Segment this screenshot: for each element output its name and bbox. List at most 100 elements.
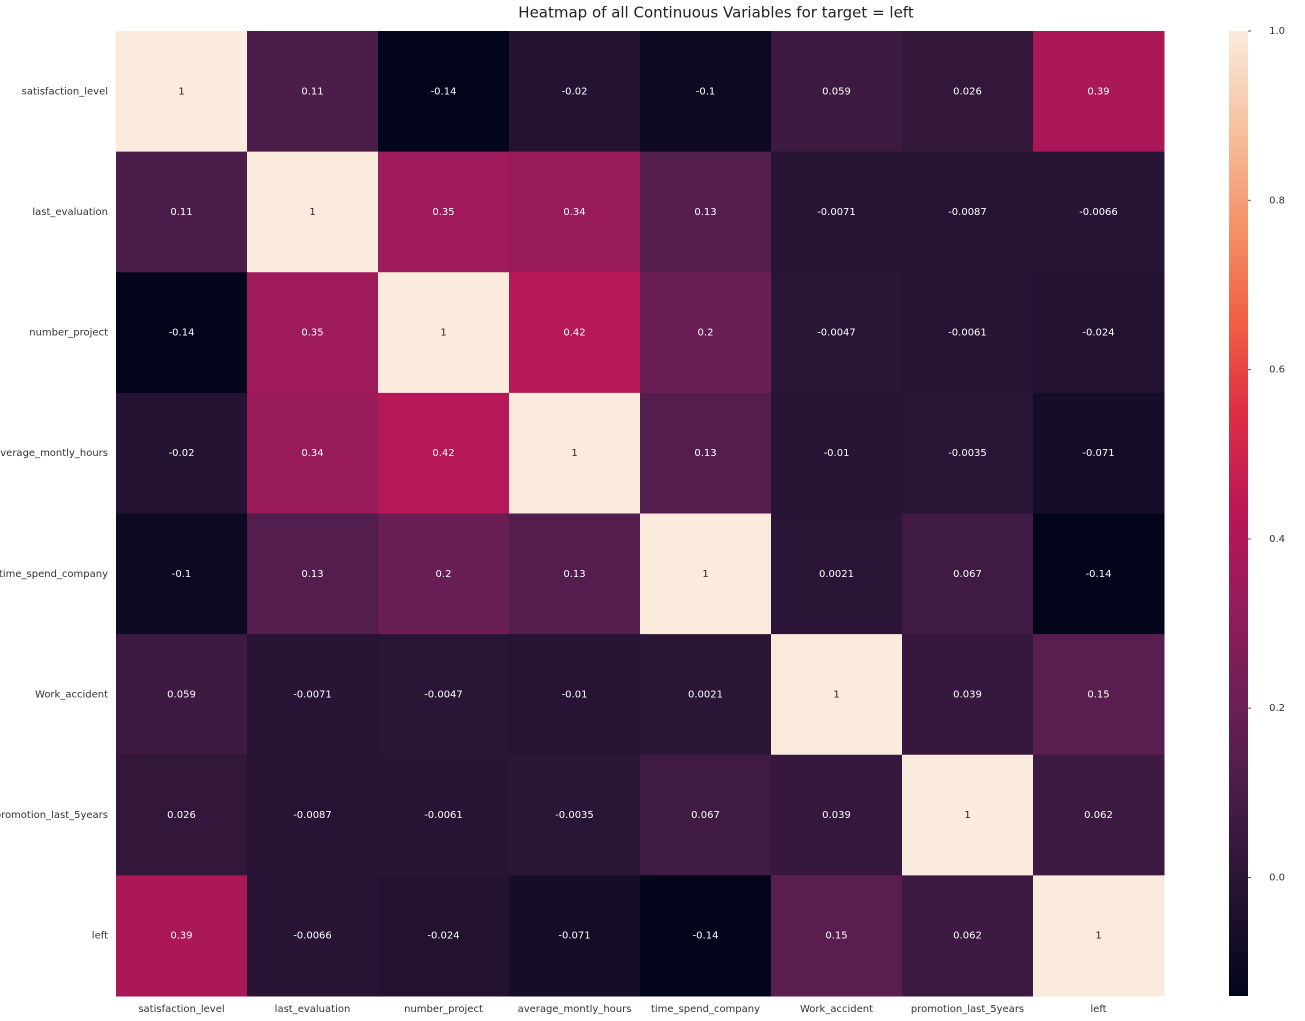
colorbar bbox=[1229, 31, 1248, 996]
heatmap-cell bbox=[116, 634, 248, 756]
x-tick-label: time_spend_company bbox=[651, 1004, 760, 1015]
cell-label: -0.0035 bbox=[948, 448, 987, 459]
cell-label: -0.01 bbox=[824, 448, 850, 459]
cell-label: 0.13 bbox=[694, 448, 716, 459]
x-tick-label: Work_accident bbox=[800, 1004, 873, 1015]
x-tick-label: promotion_last_5years bbox=[911, 1004, 1024, 1015]
cell-label: 0.35 bbox=[432, 207, 454, 218]
cell-label: 1 bbox=[1095, 931, 1101, 942]
y-tick-label: left bbox=[92, 931, 108, 942]
heatmap-cell bbox=[1033, 634, 1165, 756]
heatmap-cell bbox=[509, 754, 641, 876]
heatmap-cell bbox=[640, 754, 772, 876]
cell-label: 0.2 bbox=[698, 328, 714, 339]
heatmap-cell bbox=[902, 875, 1034, 997]
cell-label: -0.1 bbox=[172, 569, 192, 580]
heatmap-cell bbox=[902, 151, 1034, 273]
cell-label: 0.11 bbox=[170, 207, 192, 218]
heatmap-cell bbox=[247, 272, 379, 394]
heatmap-cell bbox=[771, 31, 903, 153]
heatmap-cell bbox=[116, 272, 248, 394]
cell-label: 0.13 bbox=[301, 569, 323, 580]
cell-label: 0.42 bbox=[563, 328, 585, 339]
colorbar-tick-label: 1.0 bbox=[1269, 26, 1285, 37]
heatmap-cell bbox=[640, 151, 772, 273]
heatmap-cell bbox=[378, 754, 510, 876]
colorbar-tick-label: 0.2 bbox=[1269, 703, 1285, 714]
x-tick-label: average_montly_hours bbox=[518, 1004, 632, 1015]
heatmap-cell bbox=[509, 151, 641, 273]
heatmap-cell bbox=[247, 634, 379, 756]
cell-label: 1 bbox=[178, 86, 184, 97]
heatmap-cell bbox=[640, 272, 772, 394]
y-tick-label: average_montly_hours bbox=[0, 448, 108, 459]
y-tick-label: number_project bbox=[29, 328, 108, 339]
cell-label: 0.039 bbox=[953, 689, 982, 700]
heatmap-cell bbox=[1033, 754, 1165, 876]
cell-label: -0.071 bbox=[558, 931, 590, 942]
cell-label: 0.062 bbox=[953, 931, 982, 942]
heatmap-cell bbox=[116, 875, 248, 997]
heatmap-cell bbox=[378, 513, 510, 635]
heatmap-cell bbox=[509, 513, 641, 635]
heatmap-cell bbox=[771, 392, 903, 514]
chart-title: Heatmap of all Continuous Variables for … bbox=[518, 4, 914, 22]
heatmap-cell bbox=[771, 875, 903, 997]
cell-label: 0.026 bbox=[953, 86, 982, 97]
heatmap-cell bbox=[116, 392, 248, 514]
heatmap-cell bbox=[247, 31, 379, 153]
heatmap-cell bbox=[1033, 272, 1165, 394]
heatmap-cell bbox=[247, 151, 379, 273]
cell-label: -0.024 bbox=[427, 931, 459, 942]
cell-label: 0.13 bbox=[694, 207, 716, 218]
cell-label: -0.14 bbox=[169, 328, 195, 339]
colorbar-tick-label: 0.8 bbox=[1269, 195, 1285, 206]
cell-label: -0.0087 bbox=[293, 810, 332, 821]
heatmap-cell bbox=[116, 754, 248, 876]
cell-label: -0.0066 bbox=[293, 931, 332, 942]
cell-label: 1 bbox=[571, 448, 577, 459]
y-tick-label: Work_accident bbox=[35, 689, 108, 700]
cell-label: 0.062 bbox=[1084, 810, 1113, 821]
cell-label: 0.11 bbox=[301, 86, 323, 97]
cell-label: 1 bbox=[309, 207, 315, 218]
cell-label: 0.039 bbox=[822, 810, 851, 821]
heatmap-cell bbox=[771, 513, 903, 635]
heatmap-cell bbox=[247, 392, 379, 514]
heatmap-cell bbox=[1033, 31, 1165, 153]
heatmap-cell bbox=[1033, 875, 1165, 997]
x-tick-label: number_project bbox=[404, 1004, 483, 1015]
heatmap-cell bbox=[1033, 151, 1165, 273]
heatmap-cell bbox=[771, 754, 903, 876]
cell-label: -0.0061 bbox=[948, 328, 987, 339]
cell-label: 0.35 bbox=[301, 328, 323, 339]
cell-label: -0.0087 bbox=[948, 207, 987, 218]
heatmap-cell bbox=[509, 392, 641, 514]
heatmap-cell bbox=[378, 634, 510, 756]
heatmap-cell bbox=[116, 31, 248, 153]
cell-label: 0.2 bbox=[436, 569, 452, 580]
cell-label: -0.071 bbox=[1082, 448, 1114, 459]
cell-label: -0.0066 bbox=[1079, 207, 1118, 218]
cell-label: 0.0021 bbox=[688, 689, 723, 700]
cell-label: 1 bbox=[833, 689, 839, 700]
x-tick-label: satisfaction_level bbox=[138, 1004, 224, 1015]
heatmap-cell bbox=[1033, 392, 1165, 514]
cell-label: -0.14 bbox=[431, 86, 457, 97]
heatmap-cell bbox=[902, 31, 1034, 153]
heatmap-cell bbox=[640, 513, 772, 635]
cell-label: 0.13 bbox=[563, 569, 585, 580]
heatmap-cell bbox=[902, 392, 1034, 514]
heatmap-cell bbox=[116, 151, 248, 273]
cell-label: 0.067 bbox=[953, 569, 982, 580]
cell-label: 0.15 bbox=[825, 931, 847, 942]
x-tick-label: last_evaluation bbox=[275, 1004, 351, 1015]
heatmap-cell bbox=[902, 634, 1034, 756]
cell-label: 0.39 bbox=[170, 931, 192, 942]
y-tick-label: last_evaluation bbox=[32, 207, 108, 218]
heatmap-cell bbox=[902, 513, 1034, 635]
heatmap-cell bbox=[378, 272, 510, 394]
heatmap-cell bbox=[771, 151, 903, 273]
cell-label: -0.0071 bbox=[293, 689, 332, 700]
